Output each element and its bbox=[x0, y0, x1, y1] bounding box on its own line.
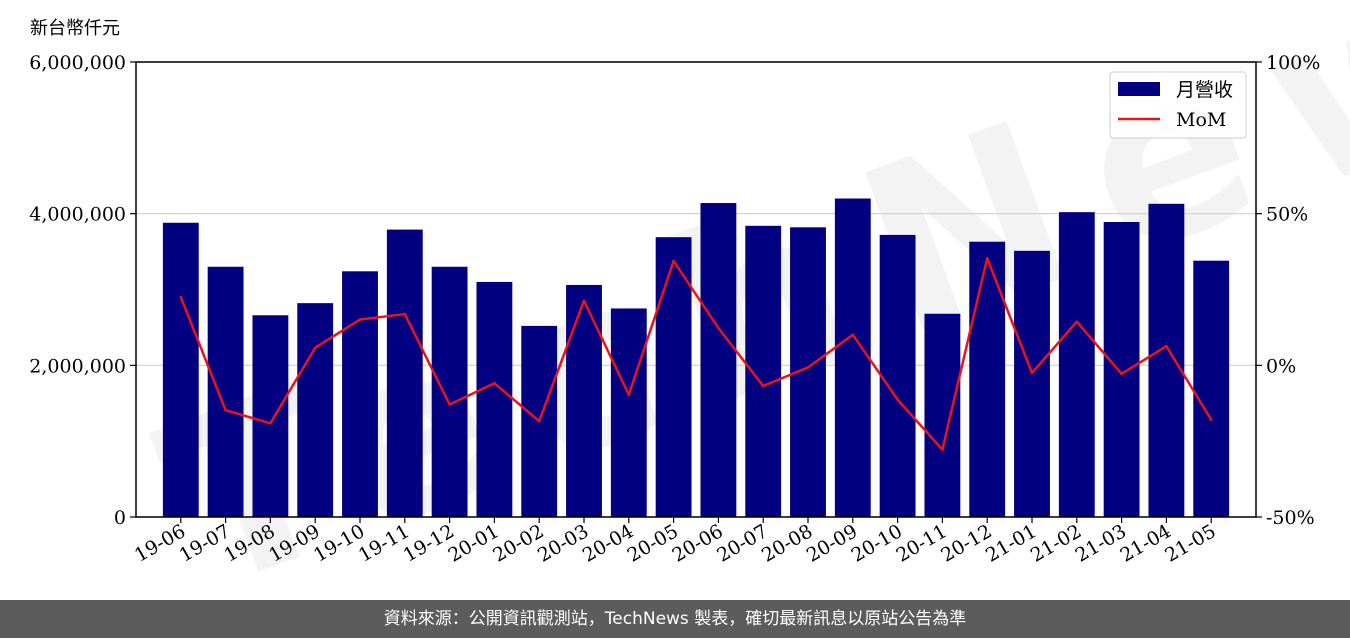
revenue-bar bbox=[1014, 250, 1050, 517]
mom-point bbox=[896, 398, 899, 401]
x-tick-label: 21-04 bbox=[1116, 520, 1174, 566]
revenue-bar bbox=[342, 271, 378, 517]
revenue-bar bbox=[207, 266, 244, 517]
chart-svg: 0 2,000,000 4,000,000 6,000,000 -50% 0% 50% 100… bbox=[29, 52, 1320, 567]
right-tick-label: 0% bbox=[1266, 355, 1296, 377]
mom-point bbox=[448, 403, 451, 406]
x-tick-label: 19-06 bbox=[131, 520, 189, 566]
x-tick-label: 20-06 bbox=[668, 520, 726, 566]
revenue-chart: 0 2,000,000 4,000,000 6,000,000 -50% 0% 50% 100… bbox=[29, 52, 1320, 567]
revenue-bar bbox=[1103, 222, 1140, 517]
right-tick-label: 100% bbox=[1266, 52, 1320, 74]
right-tick-label: 50% bbox=[1266, 204, 1308, 226]
mom-point bbox=[985, 256, 989, 260]
x-tick-label: 21-01 bbox=[982, 520, 1040, 566]
x-tick-label: 20-07 bbox=[713, 520, 771, 566]
x-tick-label: 19-12 bbox=[400, 520, 458, 566]
revenue-bar bbox=[566, 284, 602, 517]
x-tick-label: 20-04 bbox=[579, 520, 637, 566]
x-tick-label: 20-08 bbox=[758, 520, 816, 566]
mom-point bbox=[1030, 371, 1034, 375]
x-tick-label: 19-11 bbox=[355, 520, 413, 566]
x-tick-label: 20-09 bbox=[803, 520, 861, 566]
left-tick-label: 4,000,000 bbox=[29, 204, 126, 226]
revenue-bar bbox=[969, 241, 1006, 517]
x-tick-label: 21-03 bbox=[1072, 520, 1130, 566]
y-axis-unit-label: 新台幣仟元 bbox=[30, 18, 120, 39]
x-tick-label: 20-10 bbox=[848, 520, 906, 566]
revenue-bar bbox=[879, 234, 916, 517]
revenue-bar bbox=[834, 198, 871, 517]
x-tick-label: 20-05 bbox=[624, 520, 682, 566]
legend-swatch-bar bbox=[1118, 82, 1160, 96]
legend-label-revenue: 月營收 bbox=[1176, 79, 1233, 101]
mom-point bbox=[1165, 344, 1168, 348]
right-tick-label: -50% bbox=[1266, 507, 1315, 529]
revenue-bar bbox=[655, 237, 692, 518]
mom-point bbox=[403, 312, 407, 316]
left-tick-label: 2,000,000 bbox=[29, 355, 126, 377]
mom-point bbox=[582, 299, 586, 303]
legend-label-mom: MoM bbox=[1176, 109, 1226, 131]
revenue-bar bbox=[924, 313, 961, 517]
revenue-bar bbox=[162, 222, 199, 517]
x-tick-label: 19-10 bbox=[310, 520, 368, 566]
revenue-bar bbox=[431, 266, 468, 517]
mom-point bbox=[627, 393, 631, 397]
x-tick-label: 20-11 bbox=[892, 520, 950, 566]
revenue-bar bbox=[1193, 260, 1230, 517]
x-tick-label: 19-07 bbox=[176, 520, 234, 566]
mom-point bbox=[806, 366, 810, 369]
x-tick-label: 21-02 bbox=[1027, 520, 1085, 566]
revenue-bar bbox=[476, 281, 513, 517]
revenue-bar bbox=[386, 229, 423, 517]
revenue-bar bbox=[297, 303, 334, 517]
x-tick-label: 20-03 bbox=[534, 520, 592, 566]
x-tick-label: 19-09 bbox=[265, 520, 323, 566]
x-tick-label: 21-05 bbox=[1161, 520, 1219, 566]
revenue-bar bbox=[252, 315, 289, 517]
mom-point bbox=[179, 295, 183, 299]
mom-point bbox=[224, 408, 227, 412]
x-tick-label: 20-02 bbox=[489, 520, 547, 566]
source-footer: 資料來源：公開資訊觀測站，TechNews 製表，確切最新訊息以原站公告為準 bbox=[0, 600, 1350, 638]
plot-frame bbox=[135, 61, 1257, 518]
mom-point bbox=[717, 326, 720, 330]
mom-series-line bbox=[179, 257, 1213, 451]
mom-point bbox=[761, 384, 765, 388]
left-tick-label: 6,000,000 bbox=[29, 52, 126, 74]
mom-point bbox=[1209, 418, 1213, 421]
x-tick-label: 20-12 bbox=[937, 520, 995, 566]
mom-point bbox=[851, 333, 855, 336]
mom-point bbox=[269, 421, 272, 425]
revenue-bar bbox=[1148, 203, 1185, 517]
mom-point bbox=[1120, 372, 1123, 376]
x-tick-label: 20-01 bbox=[444, 520, 502, 566]
revenue-bar bbox=[700, 203, 737, 518]
mom-point bbox=[941, 448, 944, 451]
mom-point bbox=[313, 346, 317, 350]
revenue-bar bbox=[610, 308, 647, 517]
revenue-bar bbox=[1058, 212, 1095, 517]
mom-point bbox=[672, 259, 675, 263]
mom-point bbox=[537, 419, 541, 423]
left-tick-label: 0 bbox=[114, 507, 126, 529]
mom-point bbox=[1075, 320, 1079, 323]
x-tick-label: 19-08 bbox=[220, 520, 278, 566]
mom-point bbox=[358, 318, 362, 321]
mom-point bbox=[493, 381, 496, 385]
